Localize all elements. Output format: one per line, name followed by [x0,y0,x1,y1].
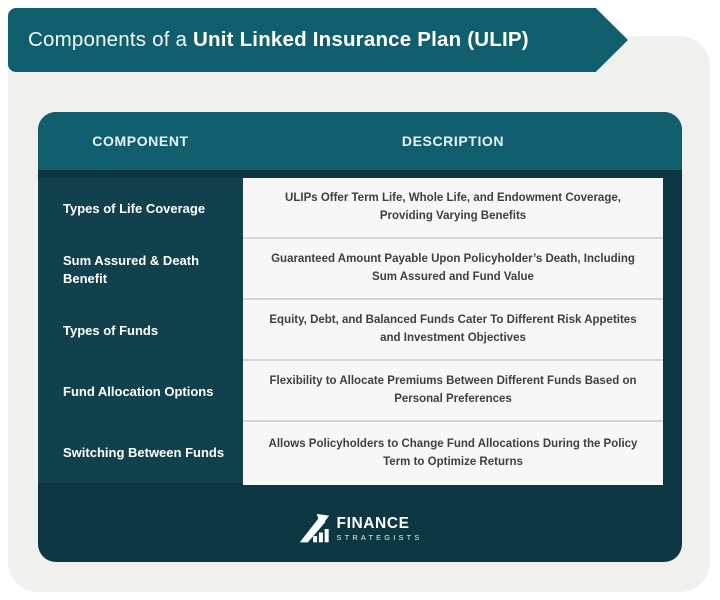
description-column: ULIPs Offer Term Life, Whole Life, and E… [243,178,663,485]
component-cell: Switching Between Funds [63,444,225,460]
page-title-bold: Unit Linked Insurance Plan (ULIP) [193,28,529,51]
component-column: Types of Life Coverage Sum Assured & Dea… [38,178,243,483]
brand-name: FINANCE [336,515,410,533]
title-banner: Components of a Unit Linked Insurance Pl… [8,8,628,72]
brand-logo: FINANCE STRATEGISTS [38,512,682,546]
page-title-prefix: Components of a [28,28,194,51]
description-cell: Allows Policyholders to Change Fund Allo… [243,422,663,485]
component-cell: Sum Assured & Death Benefit [63,252,200,286]
brand-subname: STRATEGISTS [336,533,423,543]
table-header-row: COMPONENT DESCRIPTION [38,112,682,170]
ulip-components-table: COMPONENT DESCRIPTION Types of Life Cove… [38,112,682,562]
description-cell: ULIPs Offer Term Life, Whole Life, and E… [243,178,663,239]
description-cell: Guaranteed Amount Payable Upon Policyhol… [243,239,663,300]
growth-chart-arrow-icon [298,512,330,546]
column-header-component: COMPONENT [92,133,189,149]
component-cell: Fund Allocation Options [63,383,214,399]
page-title: Components of a Unit Linked Insurance Pl… [28,28,529,52]
component-cell: Types of Funds [63,322,159,338]
description-cell: Equity, Debt, and Balanced Funds Cater T… [243,300,663,361]
column-header-description: DESCRIPTION [401,133,505,149]
component-cell: Types of Life Coverage [63,200,206,216]
brand-wordmark: FINANCE STRATEGISTS [337,516,423,541]
description-cell: Flexibility to Allocate Premiums Between… [243,361,663,422]
